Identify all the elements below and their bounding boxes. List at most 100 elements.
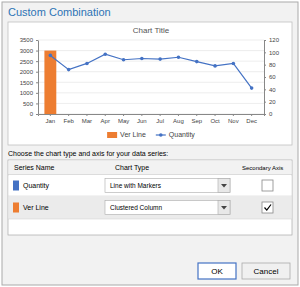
- column-header: Chart Type: [115, 164, 149, 172]
- marker: [250, 86, 254, 90]
- button-box[interactable]: [198, 263, 236, 279]
- dropdown-button[interactable]: [218, 179, 230, 193]
- tick-label: Oct: [210, 118, 220, 124]
- tick-label: 1000: [20, 90, 34, 96]
- marker: [103, 52, 107, 56]
- tick-mark: [36, 103, 38, 104]
- marker: [195, 60, 199, 64]
- tick-mark: [233, 114, 234, 116]
- tick: May: [118, 114, 129, 124]
- tick: Feb: [63, 114, 74, 124]
- button-box[interactable]: [242, 263, 290, 279]
- chart-type-dropdown[interactable]: Line with Markers: [105, 179, 230, 193]
- cancel-button[interactable]: Cancel: [242, 263, 290, 279]
- tick-label: Jun: [137, 118, 147, 124]
- tick-mark: [86, 114, 87, 116]
- dropdown-box[interactable]: [105, 201, 230, 215]
- tick: 80: [264, 62, 276, 68]
- chart-type-dropdown[interactable]: Clustered Column: [105, 201, 230, 215]
- ok-button[interactable]: OK: [198, 263, 236, 279]
- table-row: Quantity Line with Markers: [8, 175, 292, 196]
- tick: Dec: [246, 114, 257, 124]
- tick-mark: [264, 89, 266, 90]
- tick-mark: [264, 114, 266, 115]
- axis-line: [264, 41, 265, 115]
- grid-line: [38, 40, 264, 41]
- tick-label: 100: [269, 50, 280, 56]
- grid: [38, 40, 264, 114]
- secondary-axis-checkbox[interactable]: [262, 180, 273, 191]
- tick-label: Sep: [191, 118, 202, 124]
- tick-label: 0: [269, 111, 273, 117]
- series-swatch: [13, 181, 19, 191]
- chart-panel: [8, 22, 292, 145]
- marker: [85, 62, 89, 66]
- axis-line: [39, 115, 265, 117]
- checkbox[interactable]: [262, 202, 273, 213]
- checkbox[interactable]: [262, 180, 273, 191]
- tick: 60: [264, 74, 276, 80]
- dropdown-button[interactable]: [218, 201, 230, 215]
- tick: 20: [264, 99, 276, 105]
- tick-mark: [50, 114, 51, 116]
- dropdown-value[interactable]: Line with Markers: [110, 182, 162, 189]
- tick-mark: [36, 93, 38, 94]
- legend: Ver Line Quantity: [107, 131, 195, 139]
- tick-mark: [251, 114, 252, 116]
- tick-mark: [123, 114, 124, 116]
- tick: 0: [30, 111, 38, 117]
- dropdown-arrow[interactable]: [221, 206, 227, 210]
- tick-mark: [264, 52, 266, 53]
- button-label[interactable]: OK: [211, 267, 223, 276]
- tick: 2000: [20, 69, 38, 75]
- tick-label: 500: [23, 101, 34, 107]
- axis-line: [38, 41, 39, 115]
- tick-label: Apr: [101, 118, 110, 124]
- legend-item: Ver Line: [107, 131, 146, 138]
- tick-mark: [36, 114, 38, 115]
- grid-line: [38, 82, 264, 83]
- tick-label: May: [118, 118, 129, 124]
- y2-axis: 020406080100120: [264, 37, 280, 117]
- marker: [122, 58, 126, 62]
- dialog: [2, 2, 298, 285]
- tick-mark: [105, 114, 106, 116]
- series-swatch: [13, 203, 19, 213]
- secondary-axis-checkbox[interactable]: [262, 202, 273, 213]
- legend-marker: [159, 133, 163, 137]
- tick: Nov: [228, 114, 239, 124]
- marker: [177, 55, 181, 59]
- legend-label: Quantity: [169, 131, 196, 139]
- tick-mark: [36, 82, 38, 83]
- tick-label: 60: [269, 74, 276, 80]
- tick-label: Aug: [173, 118, 184, 124]
- column-header: Secondary Axis: [242, 165, 283, 171]
- line: [50, 54, 251, 88]
- tick: Jul: [156, 114, 164, 124]
- tick: 0: [264, 111, 273, 117]
- tick-mark: [36, 61, 38, 62]
- tick-label: 3500: [20, 37, 34, 43]
- bar: [44, 51, 56, 114]
- tick: 40: [264, 87, 276, 93]
- tick: Jan: [46, 114, 56, 124]
- tick-mark: [264, 40, 266, 41]
- dropdown-arrow[interactable]: [221, 184, 227, 188]
- button-label[interactable]: Cancel: [254, 267, 279, 276]
- instruction: Choose the chart type and axis for your …: [8, 150, 168, 158]
- marker: [67, 68, 71, 72]
- grid-line: [38, 92, 264, 93]
- tick: 3000: [20, 48, 38, 54]
- dropdown-box[interactable]: [105, 179, 230, 193]
- series-name: Quantity: [23, 182, 50, 190]
- tick: Jun: [137, 114, 147, 124]
- dropdown-value[interactable]: Clustered Column: [110, 204, 162, 211]
- tick: 1500: [20, 80, 38, 86]
- legend-label: Ver Line: [120, 131, 146, 138]
- tick-mark: [215, 114, 216, 116]
- row-rule: [8, 219, 292, 220]
- x-axis: JanFebMarAprMayJunJulAugSepOctNovDec: [39, 114, 265, 124]
- checkmark[interactable]: [265, 205, 272, 211]
- tick-label: Dec: [246, 118, 257, 124]
- tick: 2500: [20, 59, 38, 65]
